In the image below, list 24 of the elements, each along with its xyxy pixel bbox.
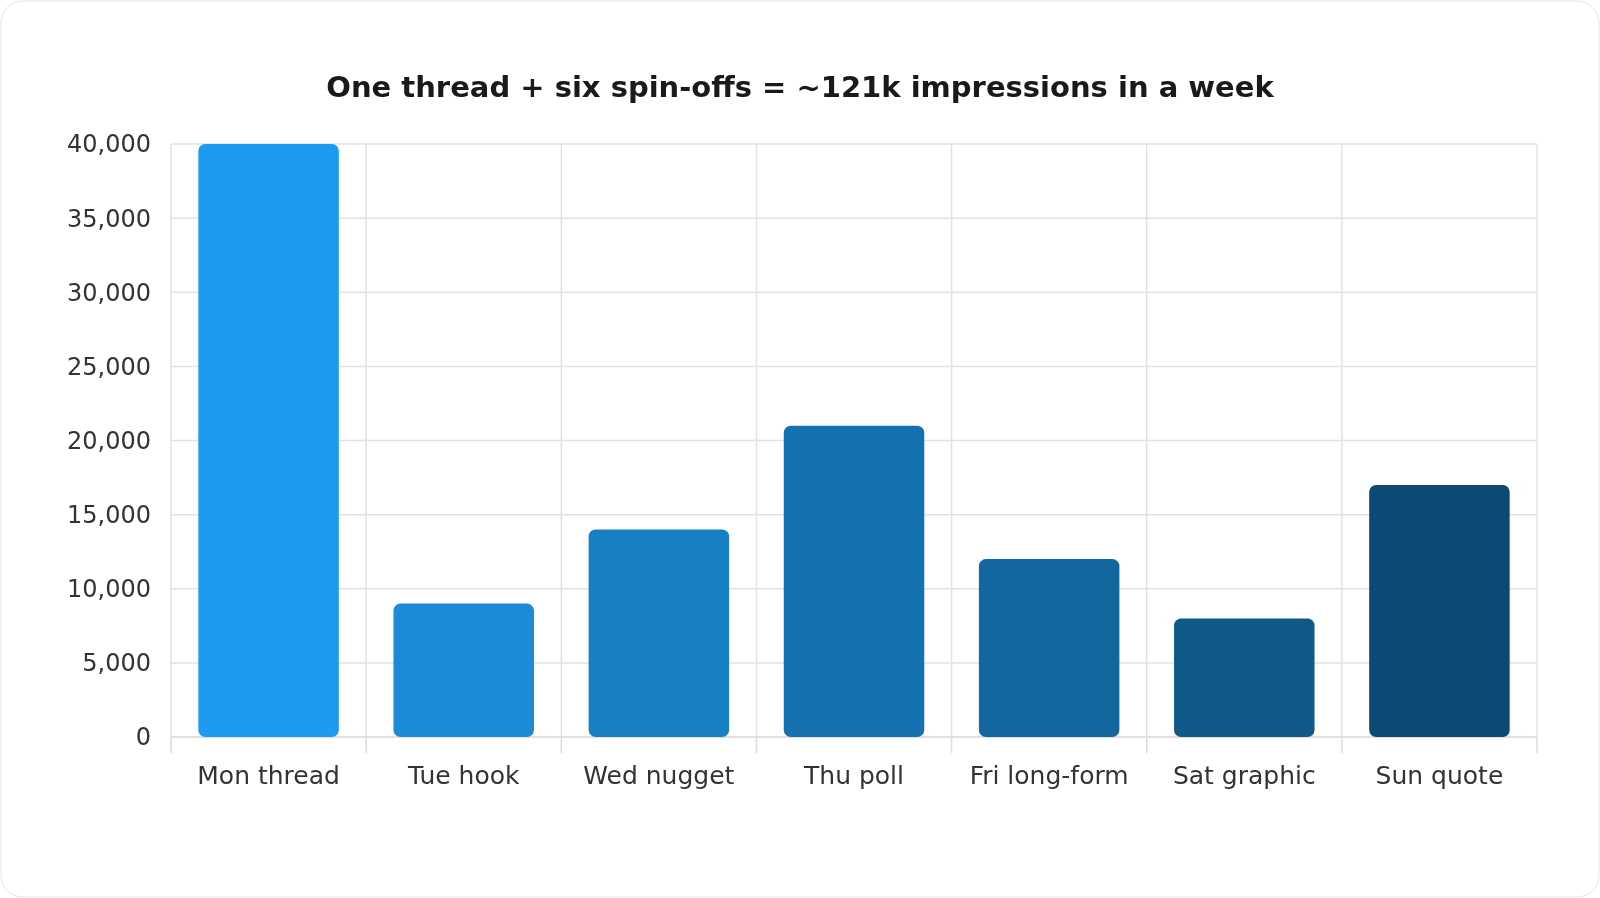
y-tick-label: 5,000 (82, 649, 151, 678)
chart-title: One thread + six spin-offs = ~121k impressions in a week (326, 70, 1275, 104)
y-tick-label: 25,000 (67, 352, 151, 381)
y-tick-label: 15,000 (67, 501, 151, 530)
x-tick-label: Fri long-form (969, 761, 1129, 790)
x-tick-label: Wed nugget (583, 761, 735, 790)
y-tick-label: 40,000 (67, 130, 151, 159)
bar (198, 144, 339, 737)
bar (978, 559, 1120, 737)
bar (1369, 484, 1510, 737)
y-tick-label: 0 (135, 723, 151, 752)
y-tick-label: 20,000 (67, 426, 151, 455)
y-tick-label: 35,000 (67, 204, 151, 233)
bar (1174, 618, 1315, 737)
x-tick-label: Thu poll (803, 761, 904, 790)
x-tick-label: Tue hook (406, 761, 521, 790)
y-tick-label: 30,000 (67, 278, 151, 307)
bar (393, 603, 534, 737)
y-tick-label: 10,000 (67, 575, 151, 604)
bar (783, 425, 925, 737)
bar (588, 529, 730, 737)
x-tick-label: Mon thread (197, 761, 340, 790)
x-tick-label: Sat graphic (1172, 761, 1316, 790)
x-tick-label: Sun quote (1375, 761, 1504, 790)
